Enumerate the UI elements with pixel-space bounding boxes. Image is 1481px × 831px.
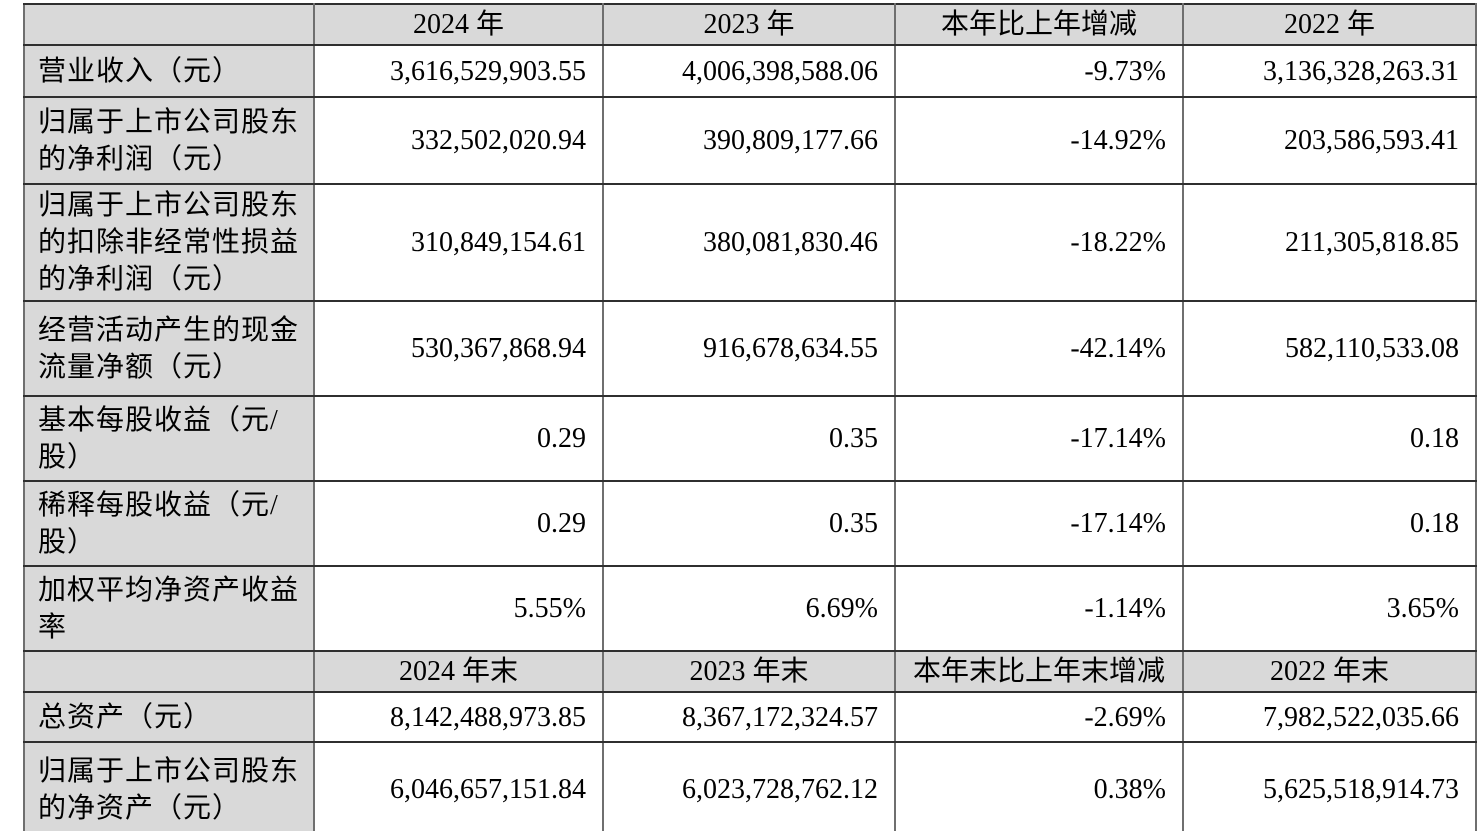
value-2022: 0.18 <box>1182 395 1477 482</box>
value-2024: 310,849,154.61 <box>313 183 604 302</box>
header-cell-yearend-2023: 2023 年末 <box>602 650 896 693</box>
header-cell-year-2024: 2024 年 <box>313 3 604 46</box>
value-2024: 530,367,868.94 <box>313 300 604 397</box>
row-weighted-average-roe: 加权平均净资产收益率 5.55% 6.69% -1.14% 3.65% <box>23 565 1477 652</box>
value-2024: 8,142,488,973.85 <box>313 691 604 743</box>
value-yoy-change: -18.22% <box>894 183 1184 302</box>
value-2024: 6,046,657,151.84 <box>313 741 604 831</box>
value-2023: 0.35 <box>602 480 896 567</box>
value-2022: 5,625,518,914.73 <box>1182 741 1477 831</box>
year-end-header-row: 2024 年末 2023 年末 本年末比上年末增减 2022 年末 <box>23 650 1477 693</box>
row-diluted-eps: 稀释每股收益（元/股） 0.29 0.35 -17.14% 0.18 <box>23 480 1477 567</box>
value-2023: 8,367,172,324.57 <box>602 691 896 743</box>
value-yoy-change: -42.14% <box>894 300 1184 397</box>
value-2022: 0.18 <box>1182 480 1477 567</box>
row-total-assets: 总资产（元） 8,142,488,973.85 8,367,172,324.57… <box>23 691 1477 743</box>
row-label: 经营活动产生的现金流量净额（元） <box>23 300 315 397</box>
row-label: 归属于上市公司股东的净资产（元） <box>23 741 315 831</box>
financial-summary-table: 2024 年 2023 年 本年比上年增减 2022 年 营业收入（元） 3,6… <box>23 3 1477 831</box>
header-cell-empty <box>23 650 315 693</box>
value-2022: 203,586,593.41 <box>1182 96 1477 185</box>
header-cell-year-2022: 2022 年 <box>1182 3 1477 46</box>
value-2023: 6,023,728,762.12 <box>602 741 896 831</box>
row-label: 稀释每股收益（元/股） <box>23 480 315 567</box>
row-net-profit-attributable: 归属于上市公司股东的净利润（元） 332,502,020.94 390,809,… <box>23 96 1477 185</box>
header-cell-yoy-change: 本年比上年增减 <box>894 3 1184 46</box>
value-2022: 3.65% <box>1182 565 1477 652</box>
value-2024: 0.29 <box>313 480 604 567</box>
value-2024: 3,616,529,903.55 <box>313 44 604 98</box>
value-2023: 4,006,398,588.06 <box>602 44 896 98</box>
row-label: 营业收入（元） <box>23 44 315 98</box>
value-2022: 582,110,533.08 <box>1182 300 1477 397</box>
value-2022: 211,305,818.85 <box>1182 183 1477 302</box>
row-operating-revenue: 营业收入（元） 3,616,529,903.55 4,006,398,588.0… <box>23 44 1477 98</box>
row-label: 基本每股收益（元/股） <box>23 395 315 482</box>
value-2022: 3,136,328,263.31 <box>1182 44 1477 98</box>
value-yoy-change: 0.38% <box>894 741 1184 831</box>
value-2022: 7,982,522,035.66 <box>1182 691 1477 743</box>
value-yoy-change: -9.73% <box>894 44 1184 98</box>
value-2024: 332,502,020.94 <box>313 96 604 185</box>
value-2023: 0.35 <box>602 395 896 482</box>
row-label: 归属于上市公司股东的净利润（元） <box>23 96 315 185</box>
header-cell-yearend-change: 本年末比上年末增减 <box>894 650 1184 693</box>
row-operating-cash-flow: 经营活动产生的现金流量净额（元） 530,367,868.94 916,678,… <box>23 300 1477 397</box>
value-yoy-change: -2.69% <box>894 691 1184 743</box>
header-cell-year-2023: 2023 年 <box>602 3 896 46</box>
header-cell-yearend-2024: 2024 年末 <box>313 650 604 693</box>
value-yoy-change: -17.14% <box>894 395 1184 482</box>
row-basic-eps: 基本每股收益（元/股） 0.29 0.35 -17.14% 0.18 <box>23 395 1477 482</box>
value-2024: 0.29 <box>313 395 604 482</box>
row-label: 加权平均净资产收益率 <box>23 565 315 652</box>
header-cell-empty <box>23 3 315 46</box>
annual-header-row: 2024 年 2023 年 本年比上年增减 2022 年 <box>23 3 1477 46</box>
value-2023: 6.69% <box>602 565 896 652</box>
value-yoy-change: -17.14% <box>894 480 1184 567</box>
value-2023: 916,678,634.55 <box>602 300 896 397</box>
row-label: 归属于上市公司股东的扣除非经常性损益的净利润（元） <box>23 183 315 302</box>
header-cell-yearend-2022: 2022 年末 <box>1182 650 1477 693</box>
value-yoy-change: -1.14% <box>894 565 1184 652</box>
value-2023: 380,081,830.46 <box>602 183 896 302</box>
row-net-profit-deducting-nonrecurring: 归属于上市公司股东的扣除非经常性损益的净利润（元） 310,849,154.61… <box>23 183 1477 302</box>
row-net-assets-attributable: 归属于上市公司股东的净资产（元） 6,046,657,151.84 6,023,… <box>23 741 1477 831</box>
value-yoy-change: -14.92% <box>894 96 1184 185</box>
value-2024: 5.55% <box>313 565 604 652</box>
row-label: 总资产（元） <box>23 691 315 743</box>
value-2023: 390,809,177.66 <box>602 96 896 185</box>
